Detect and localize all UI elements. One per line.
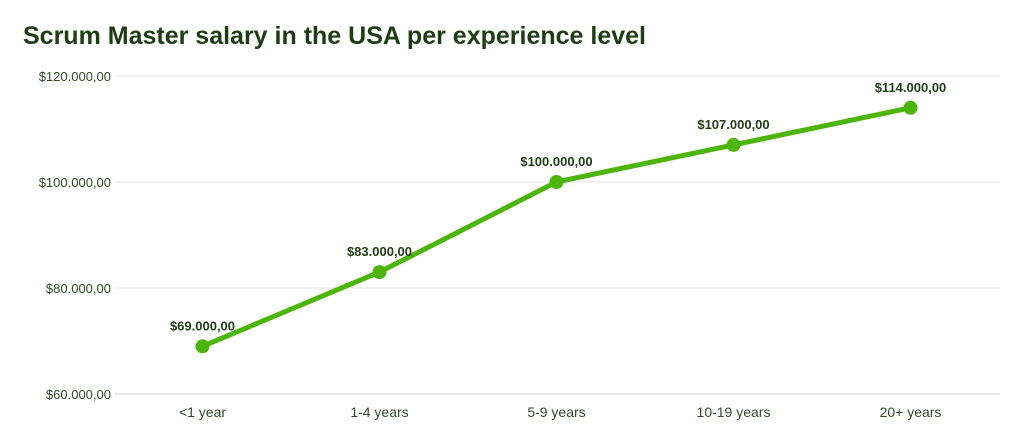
- data-point: [903, 100, 918, 115]
- data-label: $83.000,00: [347, 244, 412, 259]
- chart-title: Scrum Master salary in the USA per exper…: [23, 22, 646, 50]
- data-point: [372, 265, 387, 280]
- x-tick-label: <1 year: [179, 404, 226, 420]
- y-tick-label: $80.000,00: [46, 281, 111, 296]
- x-tick-label: 20+ years: [880, 404, 942, 420]
- x-tick-label: 10-19 years: [697, 404, 771, 420]
- data-label: $100.000,00: [520, 154, 592, 169]
- data-point: [549, 175, 564, 189]
- data-label: $114.000,00: [875, 80, 947, 95]
- data-label: $69.000,00: [170, 318, 235, 333]
- y-tick-label: $60.000,00: [46, 387, 111, 402]
- y-tick-label: $120.000,00: [39, 69, 111, 84]
- data-point: [726, 137, 741, 152]
- series-line: [201, 105, 912, 349]
- data-point: [195, 339, 210, 354]
- x-tick-label: 1-4 years: [350, 404, 408, 420]
- data-label: $107.000,00: [697, 117, 769, 132]
- x-tick-label: 5-9 years: [527, 404, 585, 420]
- y-tick-label: $100.000,00: [39, 175, 111, 190]
